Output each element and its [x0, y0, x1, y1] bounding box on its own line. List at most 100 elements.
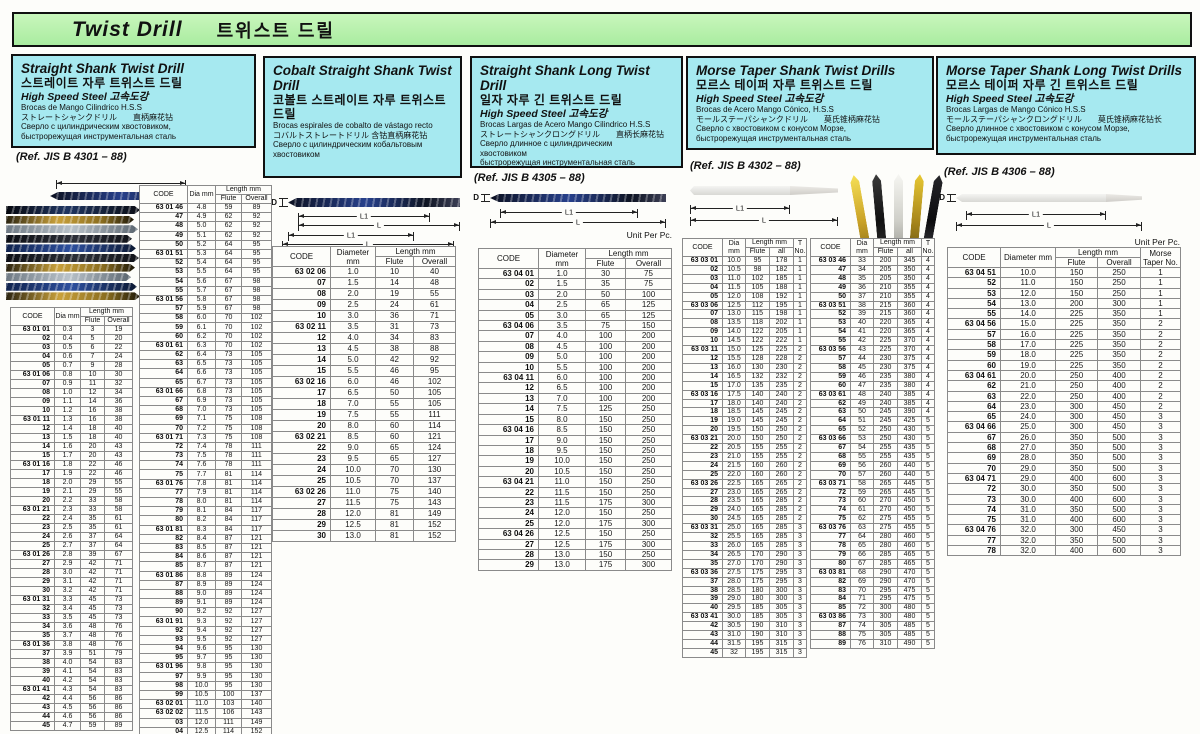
table-row: 49 36 210 355 4 — [810, 282, 935, 293]
section-morse-taper-long: Morse Taper Shank Long Twist Drills 모르스 … — [936, 56, 1196, 155]
value-cell: 265 — [769, 478, 794, 489]
code-cell: 78 — [139, 496, 188, 508]
table-row: 40 29.5 185 305 3 — [682, 603, 807, 614]
value-cell: 4.5 — [538, 340, 586, 353]
table-row: 53 5.5 64 95 — [139, 267, 272, 278]
value-cell: 255 — [873, 451, 898, 462]
code-cell: 27 — [10, 559, 55, 569]
value-cell: 280 — [873, 532, 898, 542]
code-cell: 50 — [139, 239, 188, 250]
value-cell: 310 — [769, 630, 794, 640]
col-header-overall: all — [897, 247, 922, 257]
value-cell: 49 — [850, 398, 874, 409]
value-cell: 15.0 — [722, 345, 746, 355]
table-row: 14 7.5 125 250 — [478, 403, 672, 415]
table-row: 70 7.2 75 108 — [139, 423, 272, 434]
value-cell: 100 — [585, 330, 626, 342]
overall-length-dimension: L — [282, 241, 454, 250]
value-cell: 14 — [80, 397, 105, 407]
value-cell: 71 — [850, 594, 874, 605]
table-row: 33 26.0 165 285 3 — [682, 541, 807, 551]
value-cell: 26.0 — [1000, 431, 1056, 444]
value-cell: 4 — [921, 371, 935, 382]
value-cell: 92 — [241, 212, 272, 223]
value-cell: 130 — [241, 643, 272, 655]
drill-photo — [6, 282, 137, 291]
value-cell: 6.9 — [187, 395, 216, 407]
value-cell: 1.5 — [330, 277, 376, 289]
value-cell: 0.6 — [54, 352, 81, 362]
table-row: 03 2.0 50 100 — [478, 288, 672, 301]
value-cell: 250 — [625, 403, 672, 415]
value-cell: 13.0 — [722, 309, 746, 320]
section-line: Сверло длинное с цилиндрическим — [480, 139, 613, 149]
code-cell: 22 — [478, 486, 539, 498]
value-cell: 400 — [1055, 493, 1098, 505]
value-cell: 485 — [897, 630, 922, 640]
page-title: Twist Drill — [72, 17, 183, 41]
code-cell: 84 — [139, 552, 188, 563]
value-cell: 50 — [850, 407, 874, 418]
value-cell: 350 — [1097, 328, 1141, 341]
section-title: Morse Taper Shank Twist Drills — [696, 63, 896, 78]
table-row: 85 72 300 480 5 — [810, 603, 935, 614]
value-cell: 8.0 — [187, 496, 216, 508]
code-cell: 63 01 81 — [139, 524, 188, 535]
value-cell: 127 — [241, 616, 272, 627]
value-cell: 73 — [215, 386, 242, 397]
value-cell: 11.5 — [187, 708, 216, 719]
value-cell: 16.0 — [722, 362, 746, 373]
table-row: 13 16.0 130 230 2 — [682, 362, 807, 373]
code-cell: 63 01 56 — [139, 294, 188, 306]
value-cell: 165 — [745, 523, 770, 534]
value-cell: 42 — [80, 568, 105, 578]
value-cell: 31.0 — [1000, 503, 1056, 516]
value-cell: 12.5 — [538, 528, 586, 540]
table-row: 63 01 01 0.3 3 19 — [10, 325, 133, 335]
col-header-length: Length mm — [1055, 247, 1141, 258]
value-cell: 178 — [769, 256, 794, 266]
code-cell: 18 — [682, 407, 723, 418]
value-cell: 54 — [80, 685, 105, 695]
value-cell: 73 — [215, 395, 242, 407]
table-row: 63 01 41 4.3 54 83 — [10, 685, 133, 695]
value-cell: 7.5 — [187, 451, 216, 462]
value-cell: 5.5 — [330, 365, 376, 377]
value-cell: 21.0 — [1000, 380, 1056, 392]
code-cell: 10 — [272, 310, 331, 322]
value-cell: 87 — [215, 533, 242, 544]
table-row: 34 26.5 170 290 3 — [682, 549, 807, 560]
value-cell: 73 — [104, 595, 133, 605]
value-cell: 102 — [241, 331, 272, 342]
code-cell: 13 — [10, 433, 55, 443]
value-cell: 100 — [585, 392, 626, 405]
code-cell: 47 — [810, 264, 851, 275]
value-cell: 140 — [241, 699, 272, 710]
col-header-flute: Flute — [585, 258, 626, 269]
section-straight-shank: Straight Shank Twist Drill 스트레이트 자루 트위스트… — [11, 54, 256, 148]
code-cell: 77 — [947, 534, 1001, 547]
l-label: L — [1043, 222, 1055, 230]
value-cell: 305 — [769, 603, 794, 614]
table-row: 03 12.0 111 149 — [139, 717, 272, 728]
value-cell: 81 — [375, 508, 414, 520]
value-cell: 10 — [80, 370, 105, 380]
table-row: 53 12.0 150 250 1 — [947, 287, 1181, 299]
value-cell: 150 — [585, 444, 626, 457]
value-cell: 62 — [850, 514, 874, 525]
table-row: 15 5.5 46 95 — [272, 365, 456, 377]
value-cell: 2 — [1140, 339, 1181, 351]
table-row: 07 1.5 14 48 — [272, 277, 456, 289]
value-cell: 350 — [1097, 318, 1141, 330]
value-cell: 150 — [1055, 277, 1098, 289]
col-header-flute: Flute — [375, 256, 414, 267]
value-cell: 114 — [241, 478, 272, 489]
code-cell: 45 — [10, 721, 55, 731]
value-cell: 350 — [1055, 452, 1098, 464]
value-cell: 4 — [921, 327, 935, 338]
value-cell: 275 — [873, 523, 898, 534]
value-cell: 150 — [585, 486, 626, 498]
value-cell: 2 — [793, 407, 807, 418]
value-cell: 14.0 — [1000, 308, 1056, 320]
value-cell: 2.5 — [54, 523, 81, 533]
